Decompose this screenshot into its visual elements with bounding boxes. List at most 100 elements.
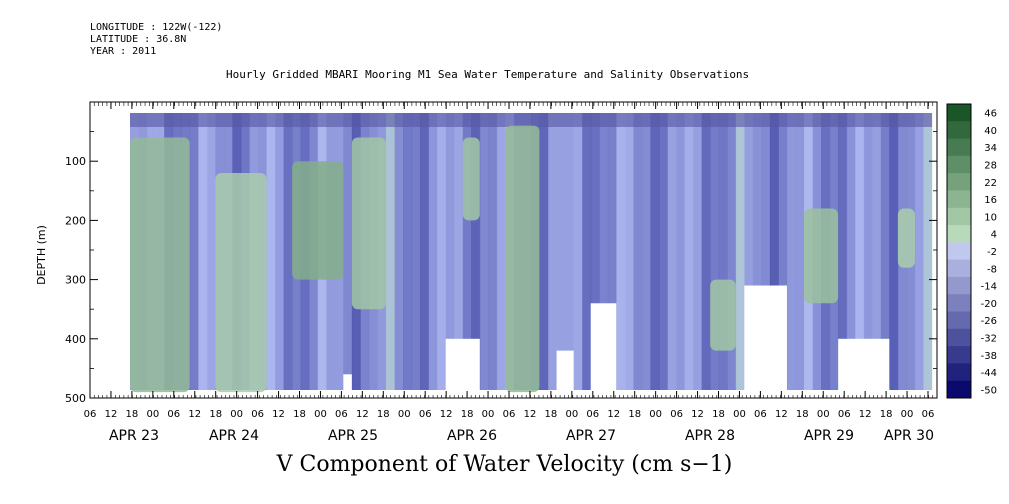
x-hour-label: 06 (754, 409, 767, 420)
field-stripe (462, 113, 472, 390)
field-stripe (616, 113, 626, 390)
field-stripe (838, 113, 848, 390)
field-stripe (539, 113, 549, 390)
x-hour-label: 06 (670, 409, 683, 420)
colorbar-swatch (947, 380, 971, 399)
x-hour-label: 06 (251, 409, 264, 420)
field-stripe (582, 113, 592, 390)
colorbar-swatch (947, 276, 971, 295)
field-stripe (420, 113, 430, 390)
x-hour-label: 18 (126, 409, 139, 420)
field-stripe (880, 113, 890, 390)
colorbar-label: -26 (981, 316, 997, 327)
x-hour-label: 00 (565, 409, 578, 420)
field-stripe (198, 113, 208, 390)
field-stripe (403, 113, 413, 390)
positive-band-7 (804, 208, 839, 304)
x-hour-label: 18 (293, 409, 306, 420)
colorbar-swatch (947, 363, 971, 382)
field-stripe (889, 113, 899, 390)
x-hour-label: 18 (377, 409, 390, 420)
colorbar-label: 28 (984, 161, 997, 172)
x-hour-label: 00 (901, 409, 914, 420)
field-stripe (786, 113, 796, 390)
field-stripe (283, 113, 293, 390)
field-stripe (556, 113, 566, 390)
field-stripe (437, 113, 447, 390)
field-stripe (471, 113, 481, 390)
field-stripe (275, 113, 285, 390)
field-stripe (428, 113, 438, 390)
field-stripe (752, 113, 762, 390)
field-stripe (676, 113, 686, 390)
x-day-label: APR 23 (109, 428, 159, 444)
colorbar-label: 10 (984, 212, 997, 223)
x-hour-label: 00 (649, 409, 662, 420)
colorbar-swatch (947, 138, 971, 157)
x-hour-label: 12 (440, 409, 453, 420)
positive-band-0 (130, 137, 190, 393)
x-hour-label: 00 (146, 409, 159, 420)
missing-data-gap-0 (343, 374, 352, 393)
x-hour-label: 12 (105, 409, 118, 420)
colorbar-swatch (947, 173, 971, 191)
field-stripe (206, 113, 216, 390)
colorbar-label: -2 (987, 247, 997, 258)
x-hour-label: 00 (314, 409, 327, 420)
missing-data-gap-4 (744, 285, 787, 393)
x-hour-label: 18 (880, 409, 893, 420)
x-hour-label: 12 (524, 409, 537, 420)
chart-title: Hourly Gridded MBARI Mooring M1 Sea Wate… (226, 68, 750, 81)
positive-band-2 (292, 161, 344, 280)
header-meta: LONGITUDE : 122W(-122) LATITUDE : 36.8N … (90, 22, 222, 58)
x-hour-label: 06 (838, 409, 851, 420)
field-stripe (718, 113, 728, 390)
x-hour-label: 12 (859, 409, 872, 420)
colorbar-swatch (947, 346, 971, 364)
x-day-label: APR 28 (685, 428, 735, 444)
y-tick-label: 100 (65, 155, 86, 168)
x-hour-label: 12 (188, 409, 201, 420)
colorbar-swatch (947, 155, 971, 174)
field-stripe (573, 113, 583, 390)
field-stripe (394, 113, 404, 390)
x-hour-label: 00 (482, 409, 495, 420)
field-stripe (445, 113, 455, 390)
field-stripe (599, 113, 609, 390)
colorbar-frame (946, 103, 972, 399)
x-hour-label: 18 (712, 409, 725, 420)
year-label: YEAR : 2011 (90, 46, 157, 57)
field-stripe (624, 113, 634, 390)
missing-data-gap-6 (991, 344, 1009, 393)
colorbar-label: 40 (984, 126, 997, 137)
y-tick-label: 500 (65, 392, 86, 405)
colorbar-label: -50 (981, 385, 997, 396)
x-hour-label: 00 (230, 409, 243, 420)
field-stripe (565, 113, 575, 390)
y-tick-label: 400 (65, 333, 86, 346)
field-stripe (658, 113, 669, 390)
positive-band-5 (505, 125, 540, 393)
x-hour-label: 18 (796, 409, 809, 420)
field-stripe (923, 113, 933, 390)
x-hour-label: 06 (335, 409, 348, 420)
field-stripe (735, 113, 745, 390)
field-stripe (667, 113, 677, 390)
field-stripe (633, 113, 643, 390)
colorbar-label: -20 (981, 299, 997, 310)
field-stripe (863, 113, 873, 390)
colorbar-label: -14 (981, 282, 997, 293)
colorbar-swatch (947, 121, 971, 140)
x-hour-label: 18 (545, 409, 558, 420)
latitude-label: LATITUDE : 36.8N (90, 34, 187, 45)
positive-band-1 (215, 173, 267, 393)
field-stripe (727, 113, 737, 390)
field-stripe (590, 113, 600, 390)
variable-title: V Component of Water Velocity (cm s−1) (276, 452, 733, 477)
positive-band-8 (897, 208, 915, 268)
missing-data-gap-5 (838, 338, 890, 393)
positive-band-6 (710, 279, 736, 351)
x-day-label: APR 27 (566, 428, 616, 444)
y-axis-label: DEPTH (m) (35, 225, 48, 285)
missing-data-gap-1 (445, 338, 480, 393)
